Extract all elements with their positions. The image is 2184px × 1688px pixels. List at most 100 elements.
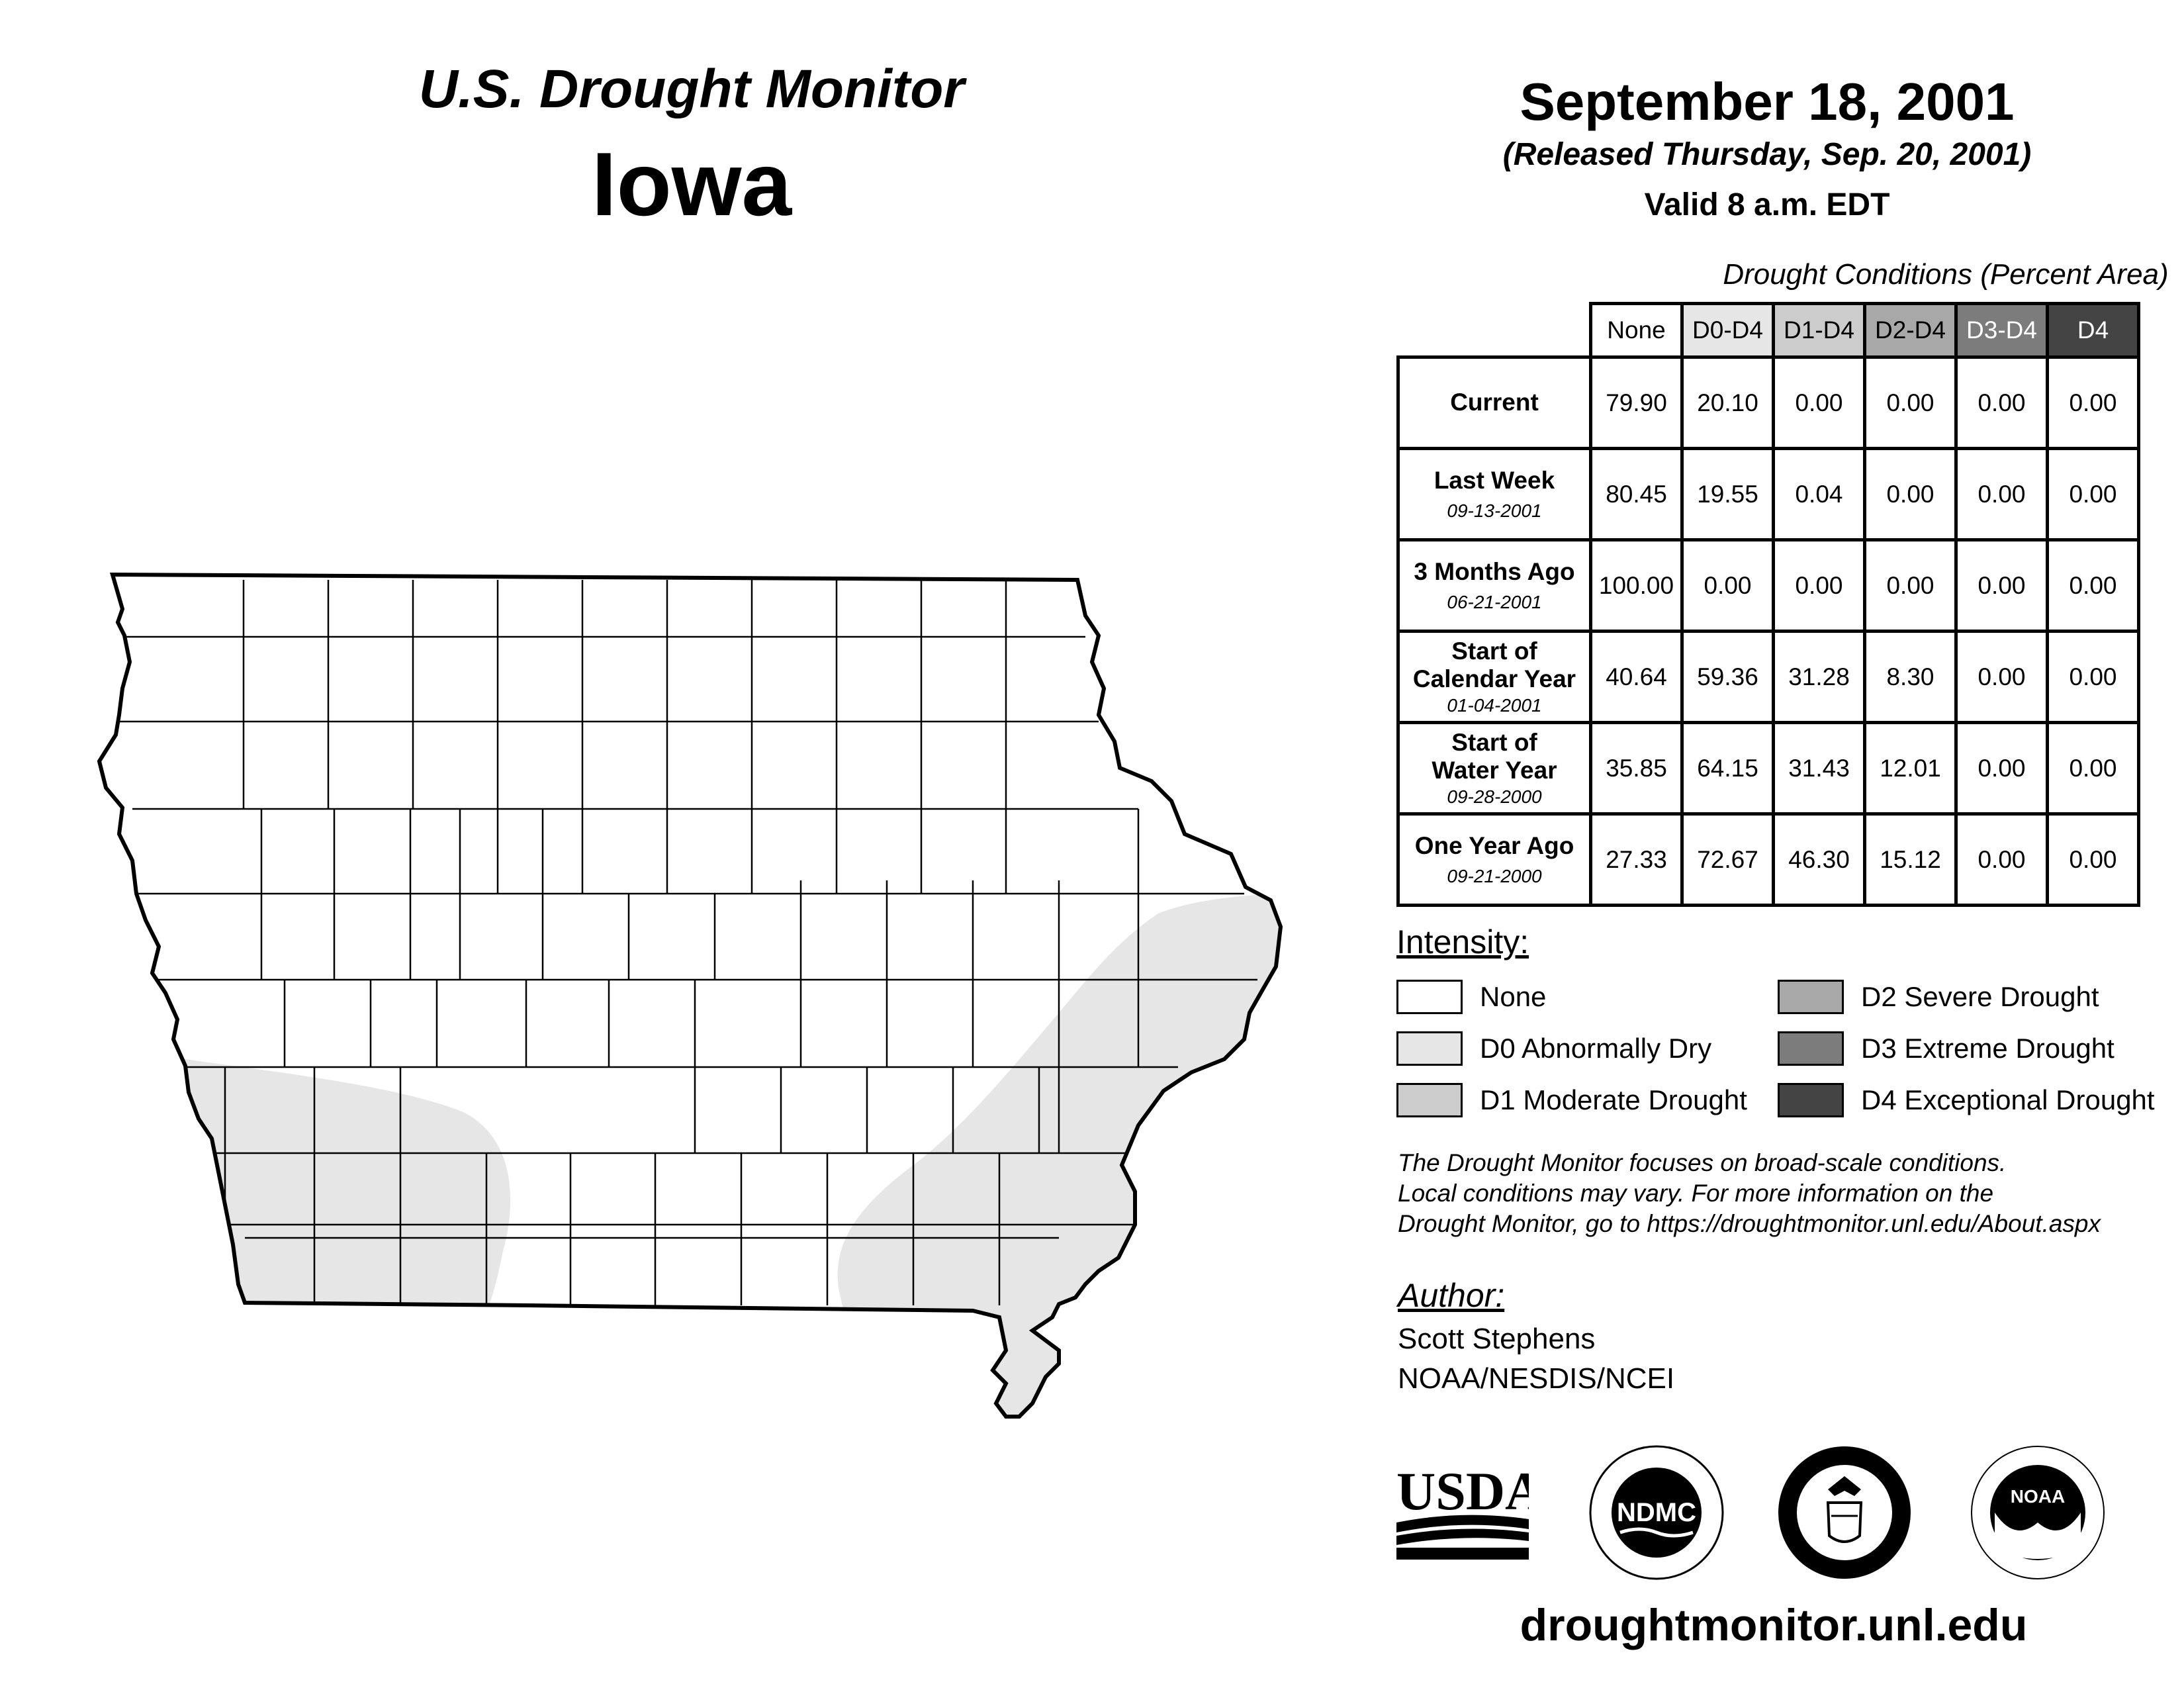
usda-logo: USDA [1396,1463,1529,1560]
note-line: Drought Monitor, go to https://droughtmo… [1398,1210,2101,1237]
row-date: 01-04-2001 [1447,694,1542,716]
table-row: Current 79.90 20.10 0.00 0.00 0.00 0.00 [1396,355,2140,450]
legend-label: None [1480,981,1547,1012]
map-date: September 18, 2001 [1520,72,2015,131]
legend-label: D1 Moderate Drought [1480,1084,1747,1115]
table-cell: 0.00 [1863,355,1958,450]
table-cell: 19.55 [1680,447,1775,541]
table-cell: 0.00 [1954,355,2049,450]
author-name: Scott Stephens [1398,1323,1596,1355]
table-cell: 0.00 [1954,721,2049,816]
table-cell: 0.00 [2046,630,2140,724]
row-date: 09-21-2000 [1447,865,1542,886]
note-line: The Drought Monitor focuses on broad-sca… [1398,1149,2007,1176]
table-corner [1398,303,1592,359]
legend-item-d3: D3 Extreme Drought [1778,1030,2115,1067]
author-heading: Author: [1398,1277,1505,1314]
legend-swatch [1778,1031,1844,1066]
row-label-text: Start of Calendar Year [1412,637,1576,693]
table-cell: 31.28 [1772,630,1866,724]
county-lines [113,580,1257,1305]
table-cell: 0.00 [1863,447,1958,541]
ndmc-logo: NDMC [1589,1445,1724,1580]
table-cell: 0.00 [2046,447,2140,541]
table-cell: 0.00 [1863,538,1958,633]
table-cell: 15.12 [1863,812,1958,907]
row-label: Start of Calendar Year 01-04-2001 [1396,630,1592,724]
row-label-text: Current [1450,389,1539,416]
table-caption: Drought Conditions (Percent Area) [1723,258,2169,291]
table-cell: 12.01 [1863,721,1958,816]
iowa-state-outline [97,572,1283,1419]
legend-label: D3 Extreme Drought [1861,1033,2115,1064]
table-cell: 0.00 [2046,721,2140,816]
row-label: 3 Months Ago 06-21-2001 [1396,538,1592,633]
legend-label: D4 Exceptional Drought [1861,1084,2155,1115]
legend-item-none: None [1396,978,1546,1015]
legend-swatch [1396,980,1463,1014]
release-date: (Released Thursday, Sep. 20, 2001) [1502,137,2032,172]
column-header: D2-D4 [1863,302,1958,359]
iowa-drought-map [97,572,1283,1419]
legend-swatch [1778,1083,1844,1117]
table-row: Start of Water Year 09-28-2000 35.85 64.1… [1396,721,2140,816]
map-title: U.S. Drought Monitor [418,59,965,119]
table-cell: 0.00 [1954,812,2049,907]
legend-swatch [1396,1083,1463,1117]
table-cell: 0.04 [1772,447,1866,541]
column-header: D4 [2046,302,2140,359]
note-line: Local conditions may vary. For more info… [1398,1180,1994,1207]
author-organization: NOAA/NESDIS/NCEI [1398,1362,1675,1395]
legend-item-d1: D1 Moderate Drought [1396,1082,1747,1119]
table-cell: 80.45 [1589,447,1684,541]
table-row: Last Week 09-13-2001 80.45 19.55 0.04 0.0… [1396,447,2140,541]
table-cell: 0.00 [1954,630,2049,724]
legend-item-d4: D4 Exceptional Drought [1778,1082,2155,1119]
state-name: Iowa [591,134,792,234]
table-cell: 0.00 [2046,812,2140,907]
table-cell: 0.00 [1772,355,1866,450]
row-label-text: Last Week [1433,467,1555,494]
legend-label: D2 Severe Drought [1861,981,2099,1012]
row-label-text: 3 Months Ago [1414,558,1575,586]
table-cell: 35.85 [1589,721,1684,816]
drought-conditions-table: None D0-D4 D1-D4 D2-D4 D3-D4 D4 Current … [1396,302,2140,907]
table-row: Start of Calendar Year 01-04-2001 40.64 5… [1396,630,2140,724]
table-cell: 0.00 [1680,538,1775,633]
table-cell: 79.90 [1589,355,1684,450]
row-label: Last Week 09-13-2001 [1396,447,1592,541]
table-cell: 27.33 [1589,812,1684,907]
table-cell: 8.30 [1863,630,1958,724]
table-cell: 100.00 [1589,538,1684,633]
table-header-row: None D0-D4 D1-D4 D2-D4 D3-D4 D4 [1398,302,2140,359]
table-cell: 0.00 [2046,538,2140,633]
website-url[interactable]: droughtmonitor.unl.edu [1520,1600,2028,1650]
row-label-text: Start of Water Year [1432,728,1557,784]
table-cell: 0.00 [2046,355,2140,450]
table-row: 3 Months Ago 06-21-2001 100.00 0.00 0.00 … [1396,538,2140,633]
table-cell: 0.00 [1954,447,2049,541]
table-row: One Year Ago 09-21-2000 27.33 72.67 46.30… [1396,812,2140,907]
legend-item-d0: D0 Abnormally Dry [1396,1030,1711,1067]
table-cell: 64.15 [1680,721,1775,816]
column-header: None [1589,302,1684,359]
table-cell: 31.43 [1772,721,1866,816]
column-header: D0-D4 [1680,302,1775,359]
row-label: Current [1396,355,1592,450]
legend-label: D0 Abnormally Dry [1480,1033,1712,1064]
table-cell: 0.00 [1954,538,2049,633]
table-cell: 59.36 [1680,630,1775,724]
row-label: Start of Water Year 09-28-2000 [1396,721,1592,816]
usda-logo-text: USDA [1396,1463,1529,1521]
legend-swatch [1778,980,1844,1014]
column-header: D3-D4 [1954,302,2049,359]
table-cell: 72.67 [1680,812,1775,907]
valid-time: Valid 8 a.m. EDT [1644,187,1890,222]
row-date: 06-21-2001 [1447,591,1542,612]
disclaimer-note: The Drought Monitor focuses on broad-sca… [1398,1148,2165,1239]
row-label-text: One Year Ago [1414,832,1574,860]
legend-swatch [1396,1031,1463,1066]
row-date: 09-28-2000 [1447,786,1542,807]
table-cell: 0.00 [1772,538,1866,633]
noaa-logo: NOAA [1971,1446,2105,1579]
